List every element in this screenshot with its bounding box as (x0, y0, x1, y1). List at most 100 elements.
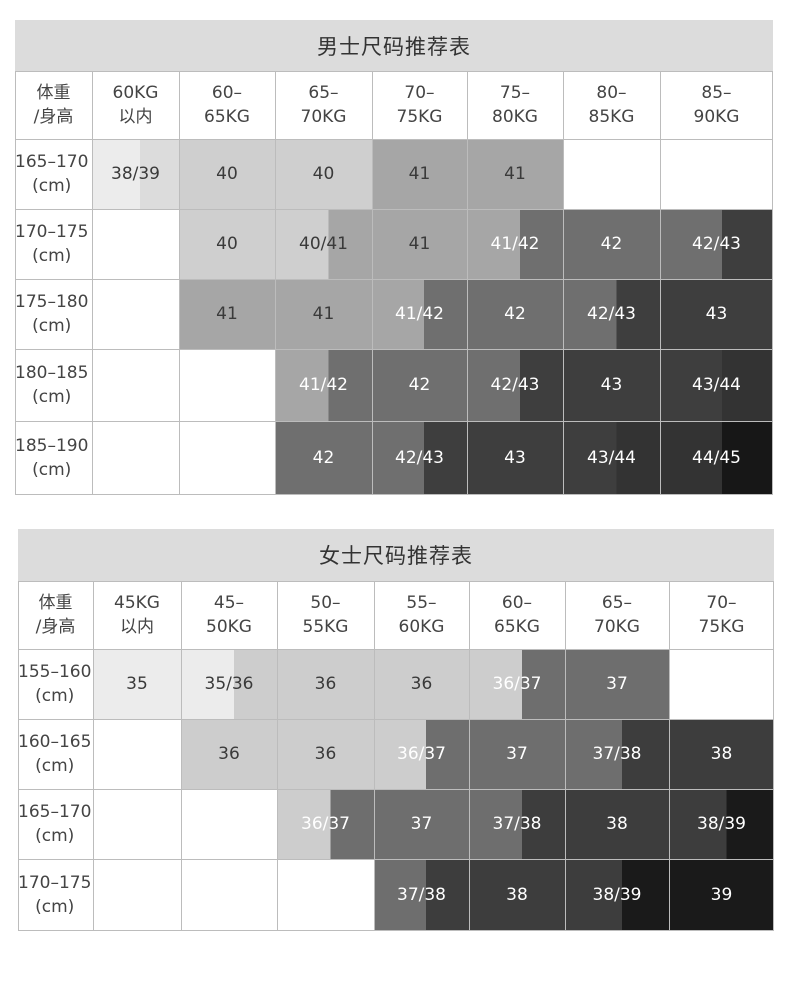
grid-line (18, 719, 774, 720)
size-cell: 42 (563, 209, 660, 279)
size-cell (92, 279, 179, 349)
size-cell (669, 649, 774, 719)
size-cell: 43/44 (660, 349, 773, 421)
size-value: 42 (504, 304, 526, 324)
size-cell: 43 (467, 421, 563, 495)
size-cell: 42 (372, 349, 467, 421)
weight-column-header: 75– 80KG (492, 83, 538, 127)
men-size-table: 男士尺码推荐表 体重 /身高 60KG 以内 60– 65KG 65– 70KG 70– … (15, 20, 773, 495)
size-cell (179, 349, 275, 421)
grid-line (18, 649, 774, 650)
size-value: 35/36 (204, 674, 254, 694)
size-cell: 42 (275, 421, 372, 495)
women-size-table: 女士尺码推荐表 体重 /身高 45KG 以内 45– 50KG 50– 55KG 55– … (18, 529, 774, 931)
weight-column-header: 80– 85KG (588, 83, 635, 127)
height-row-header: 185–190 (cm) (15, 436, 89, 480)
size-value: 38 (506, 885, 528, 905)
size-value: 41 (408, 234, 431, 254)
grid-line (181, 581, 182, 931)
size-cell (179, 421, 275, 495)
size-value: 43 (504, 448, 526, 468)
grid-line (15, 71, 773, 72)
size-cell: 40 (179, 209, 275, 279)
size-cell (93, 859, 181, 931)
size-cell: 42/43 (660, 209, 773, 279)
women-table-title: 女士尺码推荐表 (18, 529, 774, 581)
size-value: 38 (710, 744, 733, 764)
weight-column-header: 60– 65KG (204, 83, 250, 127)
grid-line (372, 71, 373, 495)
grid-line (374, 581, 375, 931)
size-cell (181, 789, 277, 859)
size-value: 43 (600, 375, 623, 395)
size-cell: 37/38 (469, 789, 565, 859)
size-value: 42 (600, 234, 623, 254)
grid-line (18, 930, 774, 931)
size-cell: 37 (469, 719, 565, 789)
size-cell: 38/39 (92, 139, 179, 209)
size-cell (563, 139, 660, 209)
size-cell: 36 (374, 649, 469, 719)
grid-line (15, 71, 16, 495)
size-value: 36/37 (397, 744, 446, 764)
size-value: 40 (216, 164, 238, 184)
grid-line (275, 71, 276, 495)
size-value: 37/38 (397, 885, 446, 905)
grid-line (18, 581, 19, 931)
grid-line (18, 581, 774, 582)
size-cell: 41 (275, 279, 372, 349)
size-cell: 41/42 (467, 209, 563, 279)
size-cell: 40/41 (275, 209, 372, 279)
size-value: 37/38 (592, 744, 642, 764)
height-row-header: 175–180 (cm) (15, 292, 89, 336)
size-cell: 37 (374, 789, 469, 859)
size-cell: 41/42 (275, 349, 372, 421)
grid-line (15, 279, 773, 280)
size-cell: 36/37 (469, 649, 565, 719)
height-row-header: 160–165 (cm) (18, 732, 92, 776)
grid-line (565, 581, 566, 931)
size-cell: 38/39 (565, 859, 669, 931)
size-cell: 36/37 (277, 789, 374, 859)
size-value: 36/37 (492, 674, 542, 694)
size-cell: 41 (372, 209, 467, 279)
size-value: 43 (705, 304, 728, 324)
weight-column-header: 45KG 以内 (114, 593, 160, 637)
size-value: 41/42 (395, 304, 444, 324)
weight-column-header: 70– 75KG (396, 83, 443, 127)
weight-column-header: 45– 50KG (206, 593, 252, 637)
size-value: 37 (410, 814, 433, 834)
size-cell: 36 (277, 719, 374, 789)
size-value: 38/39 (111, 164, 160, 184)
size-value: 43/44 (587, 448, 636, 468)
weight-column-header: 85– 90KG (693, 83, 740, 127)
size-value: 36 (410, 674, 433, 694)
size-value: 42 (312, 448, 335, 468)
height-row-header: 170–175 (cm) (18, 873, 92, 917)
weight-column-header: 65– 70KG (300, 83, 347, 127)
size-cell: 42/43 (372, 421, 467, 495)
size-cell: 41/42 (372, 279, 467, 349)
men-table-title: 男士尺码推荐表 (15, 20, 773, 71)
size-value: 37 (606, 674, 628, 694)
grid-line (469, 581, 470, 931)
height-row-header: 170–175 (cm) (15, 222, 89, 266)
grid-line (92, 71, 93, 495)
height-row-header: 165–170 (cm) (18, 802, 92, 846)
size-cell: 44/45 (660, 421, 773, 495)
size-value: 42/43 (587, 304, 636, 324)
size-cell: 42/43 (467, 349, 563, 421)
size-cell: 38 (565, 789, 669, 859)
grid-line (15, 421, 773, 422)
size-cell: 38 (669, 719, 774, 789)
grid-line (773, 581, 774, 931)
size-value: 36 (218, 744, 240, 764)
size-cell: 37/38 (374, 859, 469, 931)
size-value: 41 (216, 304, 238, 324)
size-value: 37/38 (492, 814, 542, 834)
size-cell: 35/36 (181, 649, 277, 719)
height-row-header: 155–160 (cm) (18, 662, 92, 706)
size-cell: 38/39 (669, 789, 774, 859)
grid-line (18, 789, 774, 790)
size-cell (93, 789, 181, 859)
